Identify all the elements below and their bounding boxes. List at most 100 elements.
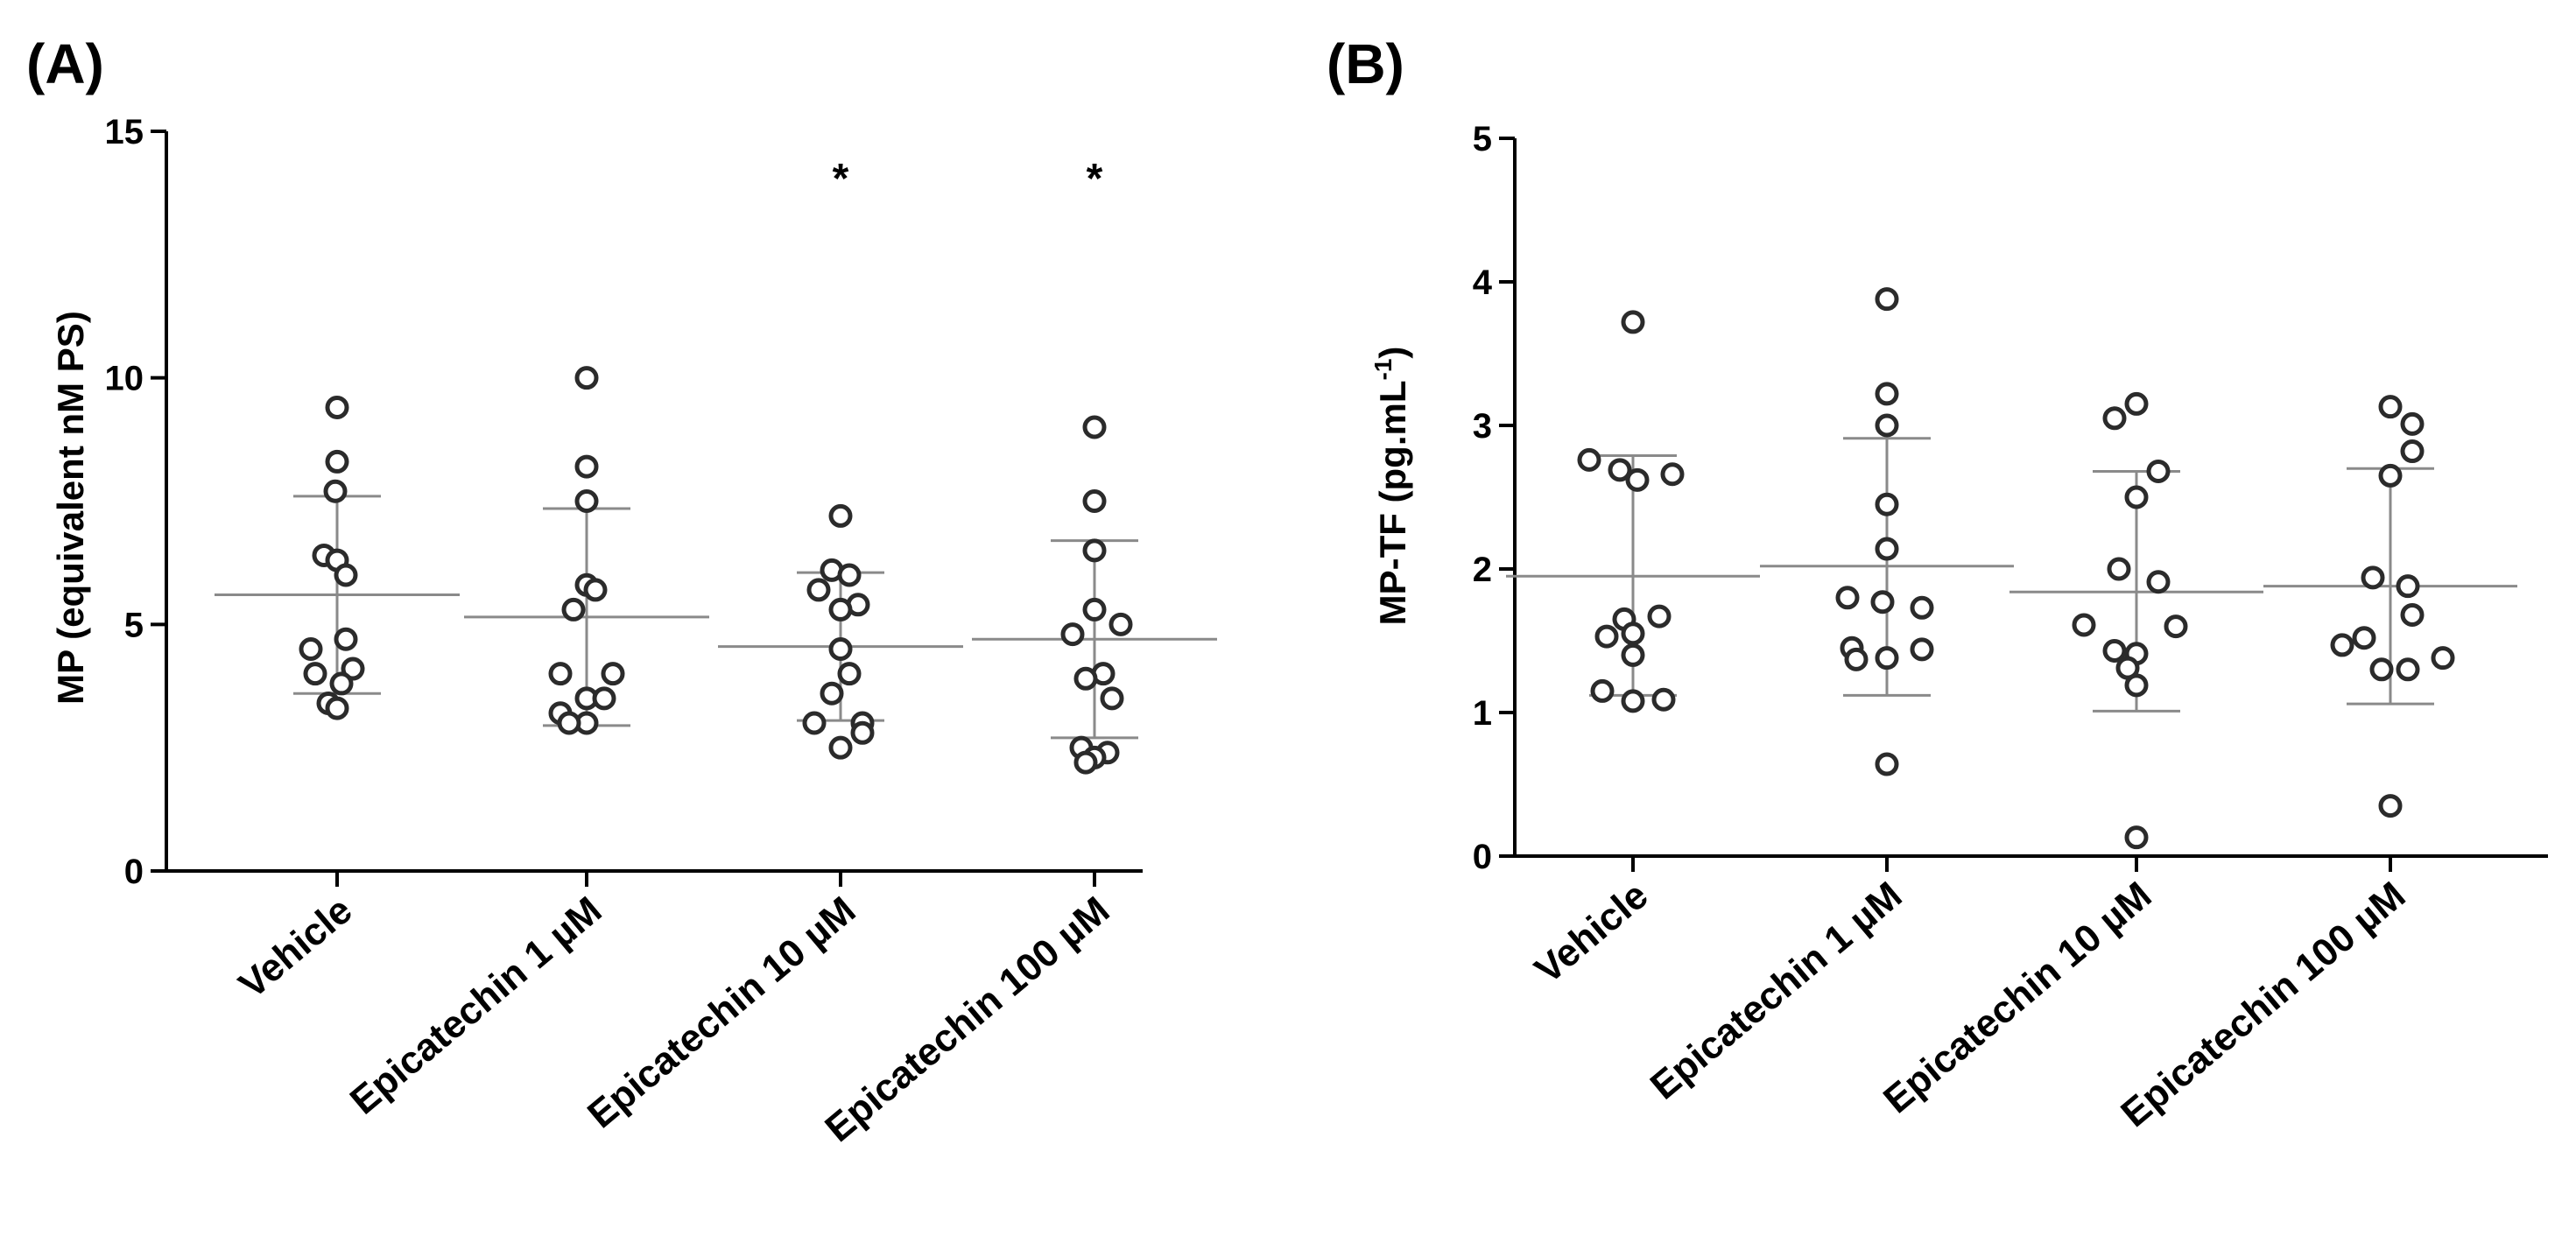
data-point [2146, 459, 2171, 483]
data-point [850, 720, 875, 745]
data-point [325, 395, 349, 419]
data-point [334, 627, 358, 651]
data-point [2124, 485, 2149, 509]
data-point [1875, 413, 1899, 438]
data-point [820, 681, 844, 706]
data-point [1625, 467, 1650, 492]
significance-marker: * [1087, 156, 1103, 202]
x-category-label: Epicatechin 1 µM [1643, 874, 1911, 1108]
panel-label: (A) [26, 32, 104, 95]
data-point [1109, 612, 1133, 636]
y-axis-title-text: MP-TF (pg.mL [1372, 380, 1413, 625]
data-point [334, 563, 358, 587]
y-tick-label: 15 [105, 113, 144, 151]
data-point [1910, 637, 1934, 662]
group-2: Epicatechin 1 µM [342, 366, 709, 1123]
significance-marker: * [833, 156, 849, 202]
data-point [2102, 406, 2127, 431]
data-point [1621, 689, 1645, 713]
panel-label: (B) [1327, 32, 1404, 95]
data-point [2431, 646, 2455, 671]
y-tick-label: 5 [124, 606, 144, 644]
data-point [2124, 673, 2149, 698]
data-point [1590, 678, 1615, 703]
group-3: Epicatechin 10 µM [1876, 391, 2263, 1121]
group-1: Vehicle [1506, 310, 1760, 992]
data-point [1073, 750, 1098, 775]
data-point [1621, 310, 1645, 334]
group-1: Vehicle [215, 395, 460, 1007]
data-point [1073, 666, 1098, 691]
x-category-label: Vehicle [1527, 874, 1657, 992]
data-point [2124, 391, 2149, 416]
x-category-label: Epicatechin 100 µM [817, 888, 1117, 1150]
data-point [1608, 458, 1632, 482]
y-tick-label: 1 [1473, 694, 1492, 733]
data-point [329, 671, 354, 696]
data-point [2396, 657, 2420, 682]
data-point [574, 366, 599, 390]
data-point [1660, 462, 1685, 487]
data-point [2378, 794, 2403, 818]
data-point [1082, 415, 1107, 439]
data-point [828, 735, 853, 760]
y-tick-label: 2 [1473, 551, 1492, 589]
data-point [1082, 597, 1107, 621]
x-category-label: Epicatechin 100 µM [2113, 874, 2413, 1135]
data-point [1875, 537, 1899, 561]
data-point [2400, 411, 2425, 436]
data-point [837, 662, 862, 686]
data-point [323, 479, 348, 503]
data-point [2396, 574, 2420, 599]
group-4: Epicatechin 100 µM * [817, 156, 1217, 1150]
data-point [1910, 595, 1934, 620]
x-category-label: Vehicle [231, 888, 361, 1007]
data-point [1082, 538, 1107, 563]
data-point [2352, 626, 2376, 650]
data-point [583, 578, 608, 602]
group-4: Epicatechin 100 µM [2113, 395, 2517, 1135]
y-axis-title: MP-TF (pg.mL-1) [1369, 347, 1413, 626]
data-point [1875, 287, 1899, 312]
data-point [601, 662, 625, 686]
y-tick-label: 0 [1473, 838, 1492, 876]
y-axis-title-close: ) [1372, 347, 1413, 359]
data-point [548, 662, 573, 686]
data-point [2164, 614, 2188, 639]
data-point [1870, 590, 1895, 614]
data-point [1621, 643, 1645, 667]
data-point [2378, 463, 2403, 488]
data-point [828, 597, 853, 621]
data-point [2400, 602, 2425, 627]
data-point [2124, 825, 2149, 850]
data-point [341, 657, 365, 681]
data-point [828, 637, 853, 661]
data-point [2072, 613, 2096, 637]
x-category-label: Epicatechin 1 µM [342, 888, 610, 1123]
data-point [806, 578, 831, 602]
data-point [1875, 646, 1899, 671]
data-point [1621, 621, 1645, 646]
x-category-label: Epicatechin 10 µM [580, 888, 863, 1136]
group-2: Epicatechin 1 µM [1643, 287, 2014, 1108]
y-tick-label: 5 [1473, 120, 1492, 158]
data-point [2361, 565, 2385, 590]
data-point [303, 662, 327, 686]
y-tick-label: 10 [105, 360, 144, 398]
data-point [557, 711, 581, 735]
data-point [828, 503, 853, 528]
data-point [1577, 447, 1601, 472]
data-point [574, 454, 599, 479]
data-point [561, 597, 586, 621]
y-axis-title-superscript: -1 [1369, 359, 1397, 381]
data-point [2330, 633, 2354, 657]
y-tick-label: 3 [1473, 407, 1492, 446]
data-point [1651, 687, 1676, 712]
data-point [2146, 570, 2171, 594]
data-point [2378, 395, 2403, 419]
y-tick-label: 0 [124, 853, 144, 891]
data-point [1647, 604, 1672, 628]
